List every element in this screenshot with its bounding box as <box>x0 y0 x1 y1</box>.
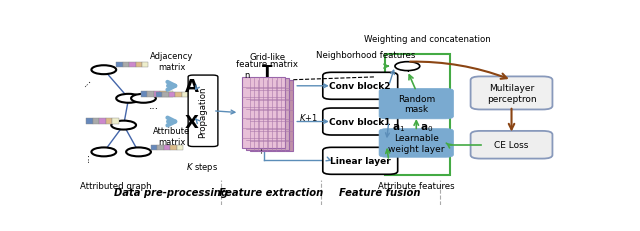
Text: Attribute features: Attribute features <box>378 182 454 191</box>
Bar <box>156 92 163 97</box>
Bar <box>161 92 167 97</box>
Text: ...: ... <box>79 74 93 88</box>
Circle shape <box>126 148 151 157</box>
FancyBboxPatch shape <box>323 148 397 175</box>
Bar <box>99 119 106 124</box>
Text: $\mathbf{a}_1$: $\mathbf{a}_1$ <box>392 122 406 133</box>
Bar <box>123 62 129 68</box>
Text: Attributed graph: Attributed graph <box>80 182 152 191</box>
Circle shape <box>395 62 420 71</box>
Bar <box>112 119 118 124</box>
FancyBboxPatch shape <box>323 109 397 135</box>
Bar <box>86 119 93 124</box>
Text: Propagation: Propagation <box>198 86 207 137</box>
Bar <box>175 92 182 97</box>
Bar <box>170 146 177 151</box>
Bar <box>163 92 169 97</box>
Text: Learnable
weight layer: Learnable weight layer <box>388 134 445 153</box>
Text: Multilayer
perceptron: Multilayer perceptron <box>486 84 536 103</box>
Circle shape <box>116 94 141 103</box>
FancyBboxPatch shape <box>470 131 552 159</box>
FancyBboxPatch shape <box>323 73 397 100</box>
FancyBboxPatch shape <box>379 89 454 119</box>
Circle shape <box>92 66 116 75</box>
FancyBboxPatch shape <box>470 77 552 110</box>
FancyBboxPatch shape <box>379 129 454 158</box>
Bar <box>129 62 136 68</box>
Bar <box>167 92 173 97</box>
Text: ...: ... <box>149 101 159 111</box>
Bar <box>182 92 188 97</box>
Text: $K$+1: $K$+1 <box>300 111 318 122</box>
Bar <box>106 119 112 124</box>
Text: Random
mask: Random mask <box>397 94 435 114</box>
Bar <box>154 92 161 97</box>
Bar <box>157 146 164 151</box>
Text: Grid-like: Grid-like <box>250 53 285 61</box>
Text: $K$ steps: $K$ steps <box>186 160 219 173</box>
Bar <box>116 62 123 68</box>
Text: Conv block1: Conv block1 <box>330 118 391 126</box>
Bar <box>246 79 289 150</box>
Bar <box>164 146 170 151</box>
Text: Attribute: Attribute <box>153 126 190 135</box>
Bar <box>141 92 147 97</box>
Bar <box>136 62 142 68</box>
Circle shape <box>111 121 136 130</box>
Bar <box>177 146 183 151</box>
Text: $\mathbf{T}$: $\mathbf{T}$ <box>261 63 274 79</box>
Bar <box>142 62 148 68</box>
Text: +: + <box>401 59 413 74</box>
Text: ...: ... <box>81 151 91 161</box>
Text: matrix: matrix <box>158 62 186 71</box>
Bar <box>169 92 175 97</box>
Text: feature matrix: feature matrix <box>237 60 298 69</box>
Bar <box>93 119 99 124</box>
Circle shape <box>131 94 156 103</box>
Text: Data pre-processing: Data pre-processing <box>113 187 228 197</box>
Text: $\mathbf{a}_0$: $\mathbf{a}_0$ <box>420 122 433 133</box>
FancyBboxPatch shape <box>188 76 218 147</box>
Bar <box>242 78 285 149</box>
Text: Neighborhood features: Neighborhood features <box>316 51 415 60</box>
Bar <box>147 92 154 97</box>
Bar <box>151 146 157 151</box>
Text: n: n <box>244 70 250 79</box>
Bar <box>250 80 293 152</box>
Text: matrix: matrix <box>158 137 186 146</box>
Text: $\mathbf{A}$: $\mathbf{A}$ <box>184 77 200 95</box>
Text: Feature extraction: Feature extraction <box>219 187 323 197</box>
Text: CE Loss: CE Loss <box>494 141 529 150</box>
Text: Linear layer: Linear layer <box>330 157 390 166</box>
Text: Weighting and concatenation: Weighting and concatenation <box>364 35 491 44</box>
Bar <box>385 54 449 175</box>
Text: Feature fusion: Feature fusion <box>339 187 421 197</box>
Text: $\mathbf{X}$: $\mathbf{X}$ <box>184 113 199 131</box>
Text: Conv block2: Conv block2 <box>330 82 391 91</box>
Circle shape <box>92 148 116 157</box>
Text: Adjacency: Adjacency <box>150 52 193 61</box>
